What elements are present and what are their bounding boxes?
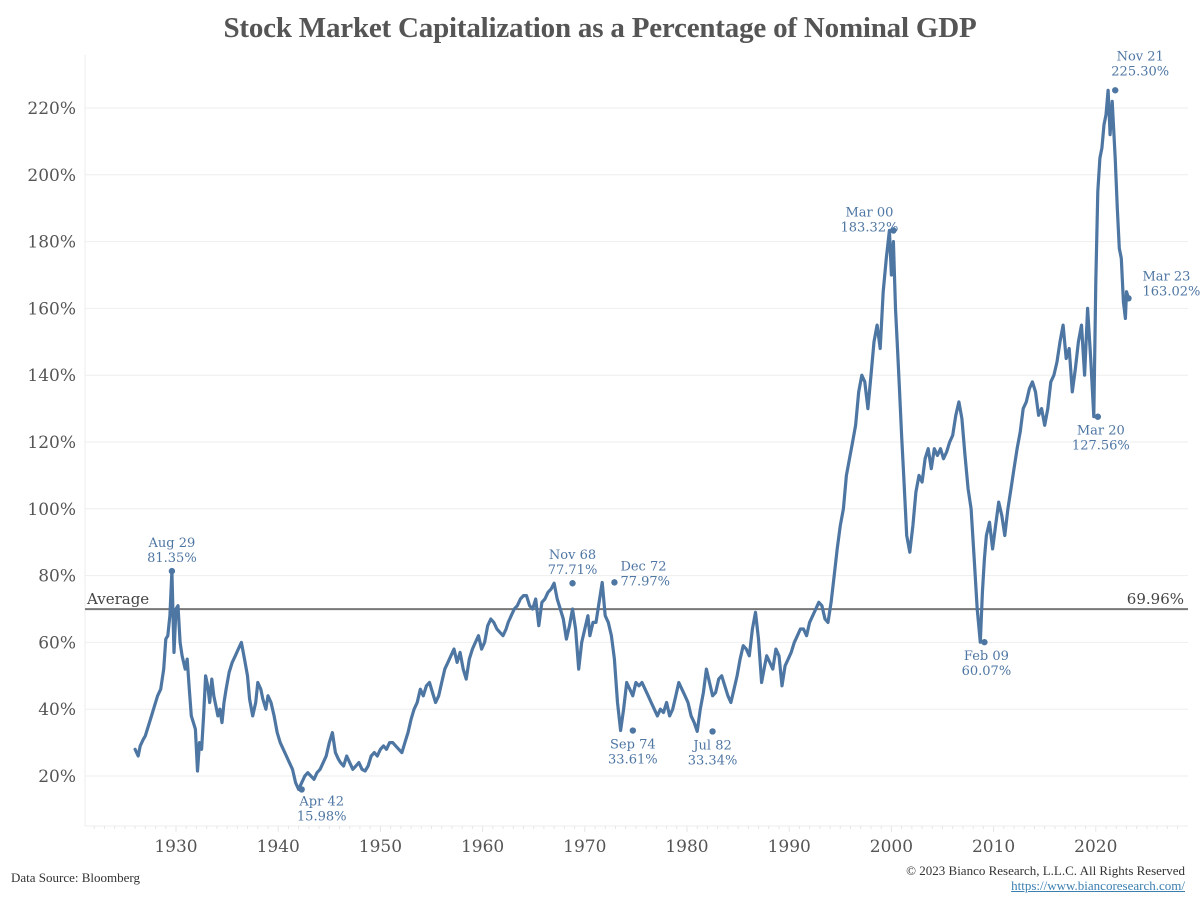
y-tick-label: 180% bbox=[27, 233, 76, 253]
annotation-value: 15.98% bbox=[297, 809, 347, 824]
annotation-date: Apr 42 bbox=[298, 794, 344, 809]
x-tick-label: 1990 bbox=[768, 837, 811, 857]
annotation-marker bbox=[611, 579, 618, 586]
x-tick-label: 1980 bbox=[665, 837, 708, 857]
x-axis: 1930 1940 1950 1960 1970 1980 1990 2000 2010 2020 bbox=[93, 826, 1179, 857]
y-tick-label: 120% bbox=[27, 433, 76, 453]
x-tick-label: 1940 bbox=[257, 837, 300, 857]
gridlines bbox=[84, 55, 1188, 827]
annotation-value: 77.71% bbox=[548, 563, 598, 578]
average-value-label: 69.96% bbox=[1127, 590, 1184, 608]
y-tick-label: 220% bbox=[27, 99, 76, 119]
annotation-date: Nov 68 bbox=[549, 548, 596, 563]
annotation-date: Feb 09 bbox=[964, 649, 1009, 664]
annotation-marker bbox=[168, 567, 176, 575]
annotation-value: 127.56% bbox=[1072, 439, 1130, 454]
x-tick-label: 2000 bbox=[870, 837, 913, 857]
annotation-marker bbox=[709, 728, 716, 735]
average-line-group: Average 69.96% bbox=[85, 590, 1188, 611]
x-tick-label: 1970 bbox=[563, 837, 606, 857]
annotation-value: 225.30% bbox=[1111, 64, 1169, 79]
x-tick-label: 2020 bbox=[1074, 837, 1117, 857]
x-tick-label: 1960 bbox=[461, 837, 504, 857]
copyright-block: © 2023 Bianco Research, L.L.C. All Right… bbox=[906, 863, 1185, 893]
x-tick-label: 2010 bbox=[972, 837, 1015, 857]
annotation-value: 33.61% bbox=[608, 753, 658, 768]
annotation-date: Dec 72 bbox=[620, 559, 666, 574]
annotation-date: Mar 00 bbox=[845, 206, 893, 221]
x-tick-label: 1950 bbox=[359, 837, 402, 857]
annotation-marker bbox=[298, 786, 305, 793]
annotation-value: 77.97% bbox=[620, 574, 670, 589]
x-tick-label: 1930 bbox=[154, 837, 197, 857]
annotation-marker bbox=[890, 227, 897, 234]
annotation-date: Nov 21 bbox=[1117, 49, 1164, 64]
y-tick-label: 140% bbox=[27, 366, 76, 386]
annotation-date: Aug 29 bbox=[148, 536, 196, 551]
annotation-marker bbox=[1125, 295, 1132, 302]
annotation-value: 183.32% bbox=[841, 221, 899, 236]
annotation-value: 33.34% bbox=[688, 753, 738, 768]
website-link[interactable]: https://www.biancoresearch.com/ bbox=[1011, 878, 1185, 893]
y-tick-label: 20% bbox=[38, 767, 76, 787]
annotation-marker bbox=[629, 727, 637, 734]
y-tick-label: 200% bbox=[27, 166, 76, 186]
series-group bbox=[133, 88, 1131, 792]
annotation-value: 81.35% bbox=[147, 551, 197, 566]
y-axis: 20% 40% 60% 80% 100% 120% 140% 160% 180% 200% 220% bbox=[27, 99, 76, 787]
average-label: Average bbox=[86, 590, 149, 608]
y-tick-label: 100% bbox=[27, 500, 76, 520]
annotation-date: Mar 23 bbox=[1143, 269, 1191, 284]
chart-title: Stock Market Capitalization as a Percent… bbox=[223, 12, 977, 44]
annotation-value: 60.07% bbox=[962, 664, 1012, 679]
data-source: Data Source: Bloomberg bbox=[11, 870, 141, 885]
y-tick-label: 80% bbox=[38, 567, 76, 587]
annotation-value: 163.02% bbox=[1143, 284, 1200, 299]
y-tick-label: 160% bbox=[27, 299, 76, 319]
y-tick-label: 60% bbox=[38, 633, 76, 653]
annotation-marker bbox=[569, 580, 576, 587]
annotation-marker bbox=[1112, 87, 1119, 94]
series-line-market-cap-gdp bbox=[133, 88, 1131, 792]
annotation-date: Jul 82 bbox=[691, 738, 731, 753]
copyright-text: © 2023 Bianco Research, L.L.C. All Right… bbox=[906, 863, 1185, 878]
annotation-date: Sep 74 bbox=[610, 738, 656, 753]
y-tick-label: 40% bbox=[38, 700, 76, 720]
annotation-date: Mar 20 bbox=[1077, 424, 1125, 439]
annotation-marker bbox=[981, 638, 988, 646]
annotation-marker bbox=[1094, 413, 1102, 420]
